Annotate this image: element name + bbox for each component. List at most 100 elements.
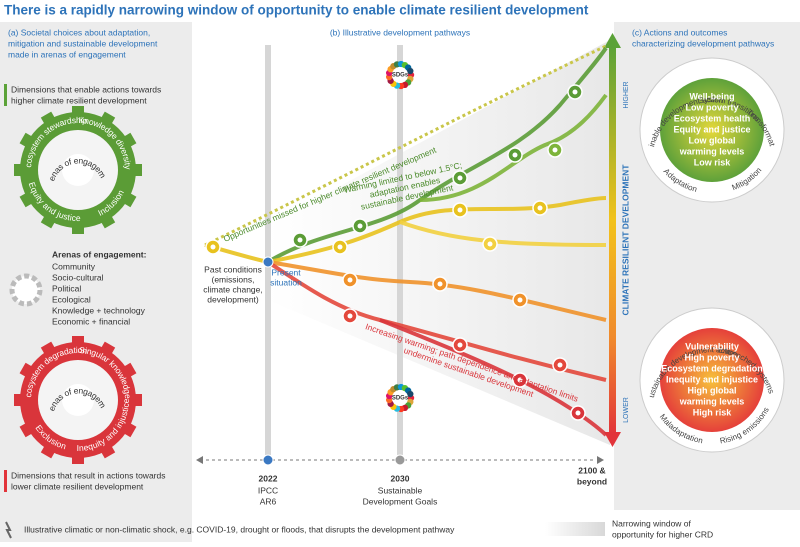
- node-star: [487, 241, 493, 247]
- node-star: [517, 377, 523, 383]
- sdg-label: SDGs: [392, 73, 409, 79]
- present-dot: [262, 256, 274, 268]
- node-star: [457, 342, 463, 348]
- window-of-opportunity: [268, 40, 610, 445]
- node-star: [437, 281, 443, 287]
- sdg-center: [392, 390, 408, 406]
- missed-pathway: [204, 44, 607, 247]
- outcome-item: High risk: [693, 407, 733, 417]
- green-bar: [4, 84, 7, 106]
- year-line-2030: [397, 45, 403, 455]
- node-star: [457, 175, 463, 181]
- node-star: [357, 223, 363, 229]
- node-star: [347, 277, 353, 283]
- node-star: [210, 244, 216, 250]
- pathway: [399, 220, 607, 247]
- node-star: [552, 147, 558, 153]
- crd-arrow-down: [604, 432, 621, 447]
- outcome-item: Low global: [689, 135, 736, 145]
- crd-arrow-up: [604, 33, 621, 48]
- outcome-item: Well-being: [689, 91, 734, 101]
- time-arrow-left: [196, 456, 203, 464]
- present-label: Present: [271, 267, 301, 277]
- arena-item: Political: [52, 283, 81, 293]
- panel-c-heading: (c) Actions and outcomes: [632, 27, 727, 37]
- sdg-segment: [407, 67, 414, 75]
- outcome-item: Ecosystem health: [674, 113, 751, 123]
- outcome-item: warming levels: [679, 146, 745, 156]
- axis-label: 2100 &: [578, 465, 605, 475]
- lower-caption: Dimensions that result in actions toward…: [11, 470, 166, 480]
- axis-label: Development Goals: [363, 496, 438, 506]
- time-arrow-right: [597, 456, 604, 464]
- footer-shock: Illustrative climatic or non-climatic sh…: [24, 524, 455, 534]
- node-star: [557, 362, 563, 368]
- axis-dot-2022: [262, 454, 274, 466]
- outcome-item: Vulnerability: [685, 341, 739, 351]
- past-conditions: Past conditions: [204, 264, 262, 274]
- outcome-item: Low risk: [694, 157, 732, 167]
- present-label: situation: [270, 277, 302, 287]
- node-star: [575, 410, 581, 416]
- panel-a-heading: made in arenas of engagement: [8, 49, 126, 59]
- pathway: [267, 260, 607, 322]
- pathway: [419, 93, 608, 202]
- enable-caption: Dimensions that enable actions towards: [11, 84, 161, 94]
- arena-item: Ecological: [52, 294, 91, 304]
- node-star: [517, 297, 523, 303]
- panel-c-heading: characterizing development pathways: [632, 38, 774, 48]
- year-line-2022: [265, 45, 271, 455]
- outcome-item: High poverty: [684, 352, 739, 362]
- arenas-icon: [9, 273, 43, 307]
- footer-window: opportunity for higher CRD: [612, 529, 713, 539]
- green-gear-hole: [62, 154, 94, 186]
- outcome-core: [660, 328, 764, 432]
- node-star: [337, 244, 343, 250]
- arena-item: Knowledge + technology: [52, 305, 146, 315]
- node-star: [347, 313, 353, 319]
- arenas-heading: Arenas of engagement:: [52, 249, 147, 259]
- shock-icon: [5, 521, 12, 539]
- sdg-label: SDGs: [392, 396, 409, 402]
- axis-label: AR6: [260, 496, 277, 506]
- axis-label: IPCC: [258, 485, 278, 495]
- title: There is a rapidly narrowing window of o…: [4, 3, 589, 18]
- past-conditions: development): [207, 294, 259, 304]
- node-star: [457, 207, 463, 213]
- outcome-item: Ecosystem degradation: [661, 363, 763, 373]
- node-star: [512, 152, 518, 158]
- node-star: [572, 89, 578, 95]
- outcome-core: [660, 78, 764, 182]
- node-star: [297, 237, 303, 243]
- sdg-center: [392, 67, 408, 83]
- node-star: [537, 205, 543, 211]
- axis-label: beyond: [577, 476, 607, 486]
- past-conditions: climate change,: [203, 284, 263, 294]
- panel-a-heading: mitigation and sustainable development: [8, 38, 158, 48]
- enable-caption: higher climate resilient development: [11, 95, 147, 105]
- axis-dot-2030: [394, 454, 406, 466]
- past-conditions: (emissions,: [212, 274, 255, 284]
- lower-label: LOWER: [623, 397, 630, 423]
- outcome-item: Equity and justice: [673, 124, 750, 134]
- red-gear-hole: [62, 384, 94, 416]
- footer-window: Narrowing window of: [612, 518, 692, 528]
- higher-label: HIGHER: [623, 81, 630, 108]
- pathway: [266, 46, 608, 264]
- arena-item: Socio-cultural: [52, 272, 104, 282]
- axis-label: Sustainable: [378, 485, 423, 495]
- red-bar: [4, 470, 7, 492]
- outcome-item: Inequity and injustice: [666, 374, 758, 384]
- panel-a-heading: (a) Societal choices about adaptation,: [8, 27, 150, 37]
- lower-caption: lower climate resilient development: [11, 481, 144, 491]
- sdg-segment: [407, 390, 414, 398]
- axis-year: 2030: [391, 473, 410, 483]
- outcome-item: Low poverty: [685, 102, 738, 112]
- crd-axis: [609, 45, 616, 435]
- outcome-item: warming levels: [679, 396, 745, 406]
- axis-year: 2022: [259, 473, 278, 483]
- crd-axis-label: CLIMATE RESILIENT DEVELOPMENT: [620, 164, 630, 316]
- window-legend: [545, 522, 605, 536]
- panel-b-heading: (b) Illustrative development pathways: [330, 27, 470, 37]
